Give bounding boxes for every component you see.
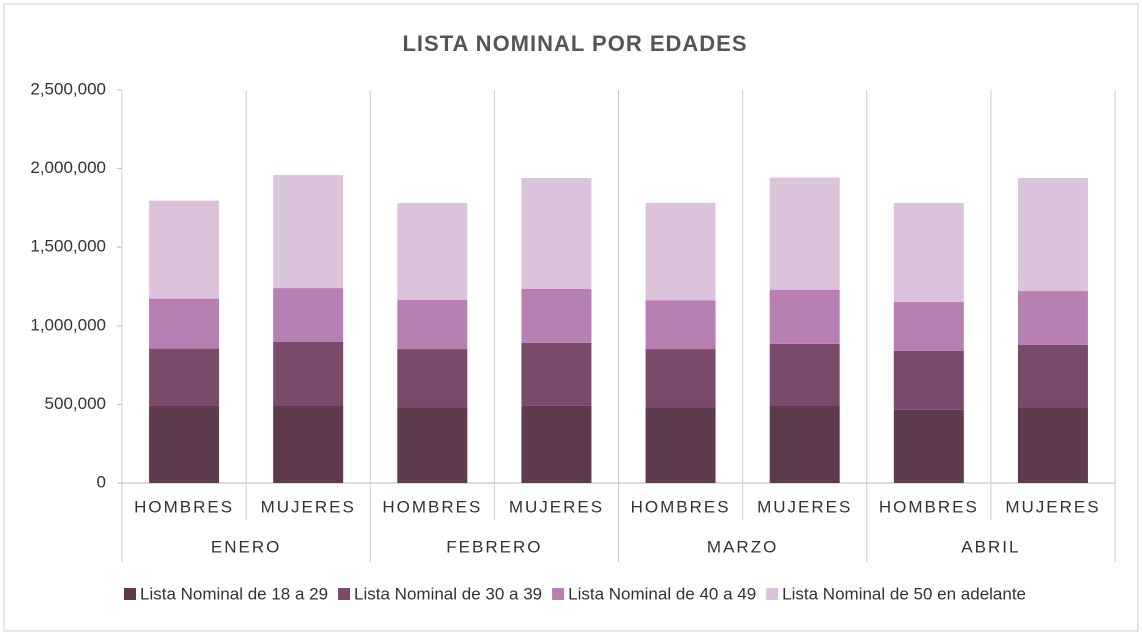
y-tick-label: 1,000,000 [30,315,106,334]
bar-segment [893,409,964,483]
bar-segment [273,341,344,406]
legend-label: Lista Nominal de 18 a 29 [140,584,328,603]
bar-segment [1017,178,1088,292]
bar-segment [149,348,220,406]
bar-segment [397,349,468,408]
bar-segment [521,289,592,343]
group-label: FEBRERO [446,537,542,556]
chart-title: LISTA NOMINAL POR EDADES [402,31,747,56]
bar-segment [397,300,468,350]
bar-segment [645,202,716,301]
bar-segment [769,289,840,344]
bar-segment [521,342,592,406]
bar-segment [521,405,592,483]
bar-segment [273,288,344,342]
x-tick-label: HOMBRES [134,497,234,516]
bar-segment [521,178,592,290]
bar-segment [893,350,964,410]
y-tick-label: 0 [97,472,106,491]
y-tick-label: 2,500,000 [30,79,106,98]
bar-segment [149,405,220,483]
bar-segment [769,177,840,290]
legend-swatch [123,588,136,600]
legend-swatch [338,588,351,600]
legend-swatch [766,588,779,600]
bar-segment [769,343,840,406]
legend-swatch [552,588,565,600]
bar-segment [397,203,468,301]
bar-segment [1017,407,1088,483]
group-label: ABRIL [961,537,1020,556]
bar-segment [1017,344,1088,408]
y-tick-label: 2,000,000 [30,158,106,177]
bar-segment [273,405,344,483]
bar-segment [645,300,716,350]
bar-segment [893,203,964,303]
y-tick-label: 500,000 [45,394,106,413]
x-tick-label: MUJERES [509,497,604,516]
bar-segment [397,407,468,483]
x-tick-label: MUJERES [757,497,852,516]
legend-label: Lista Nominal de 40 a 49 [568,584,756,603]
bar-segment [149,200,220,299]
group-label: MARZO [707,537,778,556]
bar-segment [893,302,964,351]
x-tick-label: HOMBRES [382,497,482,516]
x-tick-label: HOMBRES [631,497,731,516]
bar-segment [273,175,344,289]
legend-label: Lista Nominal de 50 en adelante [782,584,1026,603]
x-tick-label: MUJERES [1005,497,1100,516]
bar-segment [769,405,840,483]
bar-segment [645,349,716,408]
x-tick-label: HOMBRES [879,497,979,516]
bar-segment [1017,291,1088,345]
legend-label: Lista Nominal de 30 a 39 [354,584,542,603]
group-label: ENERO [211,537,281,556]
x-tick-label: MUJERES [261,497,356,516]
y-tick-label: 1,500,000 [30,237,106,256]
bar-segment [645,407,716,483]
bar-segment [149,298,220,349]
